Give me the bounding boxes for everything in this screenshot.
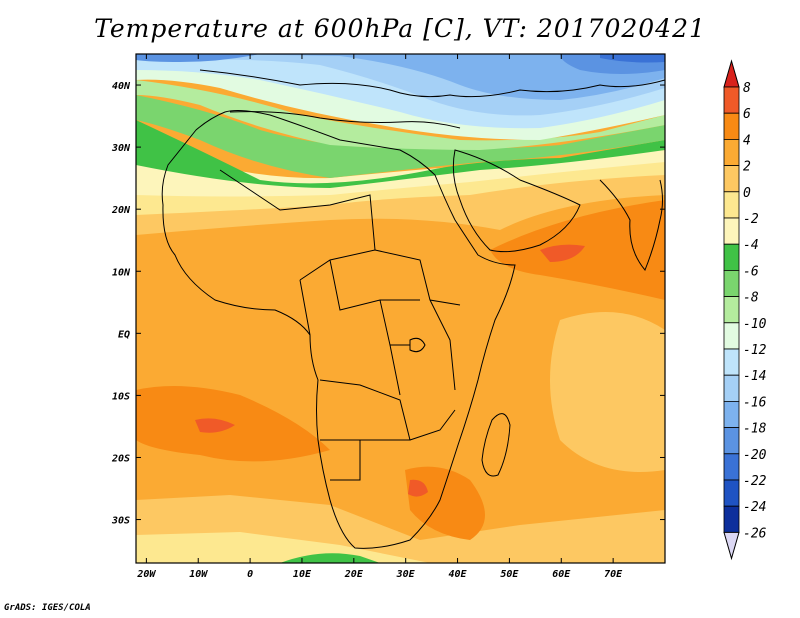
field-band-0-2-north bbox=[136, 170, 665, 235]
colorbar-swatch bbox=[723, 243, 740, 271]
colorbar-level-label: -12 bbox=[743, 343, 767, 358]
field-band-minus18-minus16 bbox=[220, 54, 665, 100]
colorbar-level-label: 4 bbox=[743, 133, 751, 148]
lat-tick-label: 30S bbox=[111, 516, 130, 527]
colorbar-swatch bbox=[723, 112, 740, 140]
lon-tick-label: 10E bbox=[293, 569, 312, 580]
colorbar-swatch bbox=[723, 374, 740, 402]
colorbar-swatch bbox=[723, 296, 740, 324]
colorbar-level-label: -16 bbox=[743, 395, 767, 410]
india-coastline bbox=[599, 179, 663, 271]
field-band-minus4-south bbox=[280, 553, 380, 563]
field-band-minus8-minus6 bbox=[136, 95, 665, 178]
colorbar-level-label: -26 bbox=[743, 526, 767, 541]
lat-tick-label: 20S bbox=[111, 453, 130, 464]
lon-tick-label: 30E bbox=[396, 569, 416, 580]
lat-tick-label: 30N bbox=[111, 143, 131, 154]
field-band-6-8-mozambique bbox=[408, 479, 428, 497]
map-title: Temperature at 600hPa [C], VT: 201702042… bbox=[94, 14, 706, 43]
colorbar-swatch bbox=[723, 217, 740, 245]
lon-tick-label: 50E bbox=[500, 569, 519, 580]
lat-tick-label: 10N bbox=[112, 267, 131, 278]
lat-tick-label: 40N bbox=[112, 81, 131, 92]
colorbar-swatch bbox=[723, 400, 740, 428]
field-band-minus10-minus8 bbox=[136, 80, 665, 150]
colorbar-level-label: -20 bbox=[743, 448, 767, 463]
coastlines bbox=[161, 69, 665, 549]
colorbar-level-label: -8 bbox=[743, 291, 759, 306]
field-band-minus22-minus20 bbox=[600, 54, 665, 63]
colorbar-level-label: -18 bbox=[743, 422, 767, 437]
field-band-6-8-arabian bbox=[540, 244, 585, 262]
mediterranean-coastline bbox=[229, 111, 461, 129]
colorbar-swatch bbox=[723, 348, 740, 376]
lat-tick-label: EQ bbox=[118, 329, 130, 340]
colorbar-swatch bbox=[723, 505, 740, 533]
colorbar-bottom-arrow bbox=[723, 531, 740, 561]
colorbar-level-label: -22 bbox=[743, 474, 767, 489]
colorbar-level-label: -14 bbox=[743, 369, 766, 384]
colorbar-swatch bbox=[723, 269, 740, 297]
colorbar-swatch bbox=[723, 322, 740, 350]
inner-borders bbox=[219, 169, 461, 481]
colorbar-level-label: -2 bbox=[743, 212, 759, 227]
field-band-minus2-0-south bbox=[136, 532, 430, 563]
colorbar-swatch bbox=[723, 165, 740, 193]
field-band-4-6-atlantic bbox=[136, 386, 330, 462]
grads-credit: GrADS: IGES/COLA bbox=[4, 603, 91, 613]
colorbar-level-label: 0 bbox=[743, 186, 751, 201]
colorbar-level-label: -10 bbox=[743, 317, 767, 332]
colorbar-level-label: 8 bbox=[743, 81, 751, 96]
lon-tick-label: 20W bbox=[136, 569, 156, 580]
longitude-axis: 20W 10W 0 10E 20E 30E 40E 50E 60E 70E bbox=[136, 54, 623, 580]
lon-tick-label: 10W bbox=[189, 569, 208, 580]
madagascar-coastline bbox=[481, 413, 511, 477]
map-frame bbox=[135, 53, 666, 564]
colorbar-level-label: -6 bbox=[743, 264, 759, 279]
colorbar-swatch bbox=[723, 191, 740, 219]
colorbar-level-label: -4 bbox=[743, 238, 759, 253]
latitude-axis: 40N 30N 20N 10N EQ 10S 20S 30S bbox=[111, 81, 665, 527]
lake-victoria bbox=[409, 337, 426, 353]
colorbar-swatch bbox=[723, 86, 740, 114]
colorbar: 8 6 4 2 0 -2 -4 -6 -8 -10 -12 -14 -16 -18 -20 -22 -24 -26 bbox=[723, 59, 767, 561]
europe-coastline bbox=[199, 69, 665, 98]
temperature-field bbox=[136, 54, 665, 563]
colorbar-swatch bbox=[723, 138, 740, 166]
africa-coastline bbox=[161, 110, 516, 549]
lon-tick-label: 0 bbox=[247, 569, 253, 580]
lon-tick-label: 60E bbox=[552, 569, 571, 580]
lat-tick-label: 20N bbox=[111, 205, 131, 216]
colorbar-level-label: 6 bbox=[743, 107, 751, 122]
arabia-coastline bbox=[452, 149, 581, 253]
colorbar-swatch bbox=[723, 453, 740, 481]
lat-tick-label: 10S bbox=[112, 391, 130, 402]
lon-tick-label: 40E bbox=[449, 569, 468, 580]
colorbar-top-arrow bbox=[723, 59, 740, 88]
lon-tick-label: 20E bbox=[344, 569, 364, 580]
colorbar-swatch bbox=[723, 479, 740, 507]
field-band-6-8-atlantic bbox=[195, 418, 235, 433]
colorbar-level-label: -24 bbox=[743, 500, 766, 515]
colorbar-level-label: 2 bbox=[743, 160, 751, 175]
lon-tick-label: 70E bbox=[604, 569, 623, 580]
field-band-0-2-east bbox=[550, 312, 665, 472]
colorbar-swatch bbox=[723, 427, 740, 455]
